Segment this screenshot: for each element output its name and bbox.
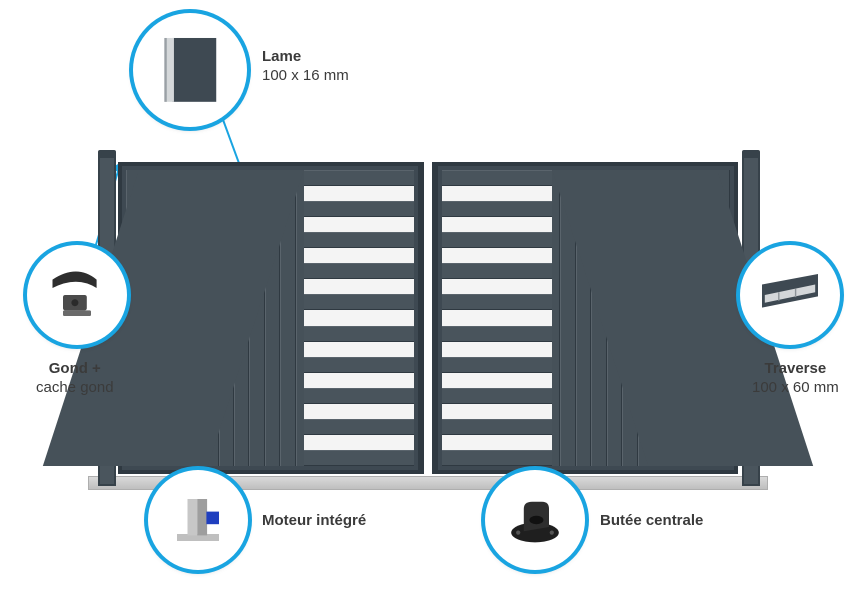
lame-icon xyxy=(164,38,216,102)
gond-icon xyxy=(53,272,97,316)
callout-gond xyxy=(27,245,127,345)
gate-leaf-left xyxy=(118,162,424,474)
label-lame-title: Lame xyxy=(262,48,349,67)
label-traverse-sub: 100 x 60 mm xyxy=(752,379,839,398)
callout-lame xyxy=(133,13,247,127)
label-lame-sub: 100 x 16 mm xyxy=(262,67,349,86)
label-traverse: Traverse 100 x 60 mm xyxy=(752,360,839,398)
gate-triangle-left xyxy=(304,170,414,466)
label-gond-sub: cache gond xyxy=(36,379,114,398)
label-lame: Lame 100 x 16 mm xyxy=(262,48,349,86)
moteur-icon xyxy=(177,499,219,541)
gate-leaf-right xyxy=(432,162,738,474)
traverse-icon xyxy=(762,274,818,308)
callout-butee xyxy=(485,470,585,570)
butee-icon xyxy=(511,502,559,543)
callout-traverse xyxy=(740,245,840,345)
label-gond-title: Gond + xyxy=(36,360,114,379)
gate-triangle-right xyxy=(442,170,552,466)
label-butee: Butée centrale xyxy=(600,512,703,531)
gate-illustration xyxy=(118,154,738,484)
callout-moteur xyxy=(148,470,248,570)
label-traverse-title: Traverse xyxy=(752,360,839,379)
label-moteur-title: Moteur intégré xyxy=(262,512,366,531)
label-butee-title: Butée centrale xyxy=(600,512,703,531)
label-moteur: Moteur intégré xyxy=(262,512,366,531)
label-gond: Gond + cache gond xyxy=(36,360,114,398)
